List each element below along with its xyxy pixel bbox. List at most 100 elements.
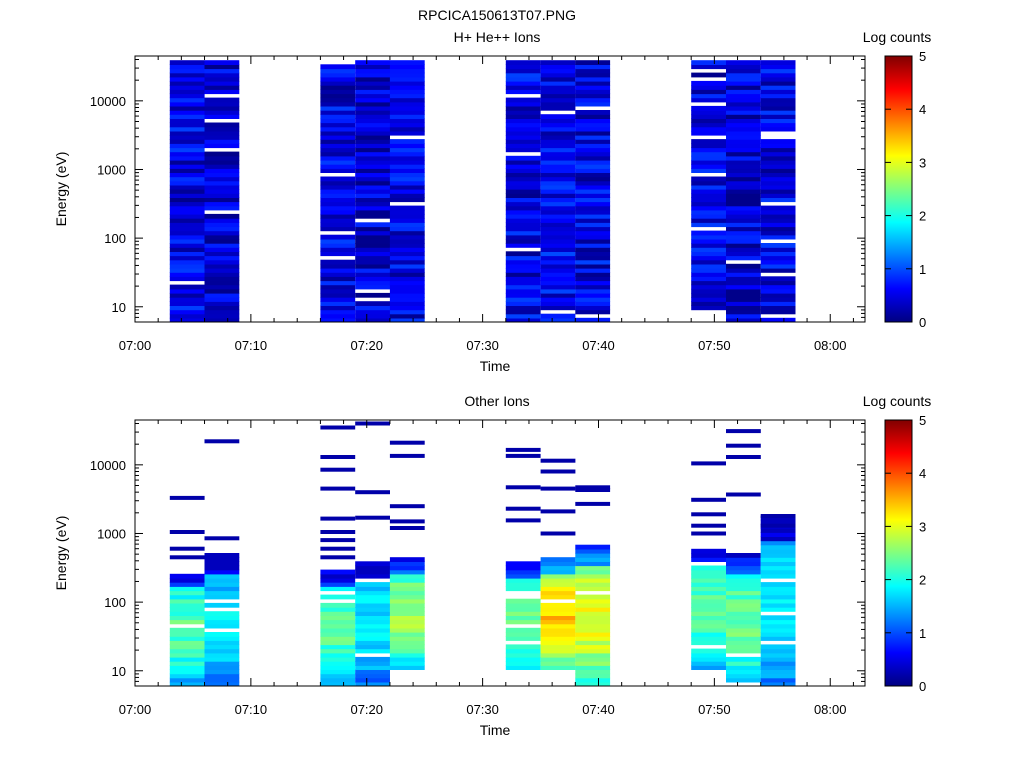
heatmap-cell [575, 548, 611, 554]
heatmap-cell [320, 288, 356, 294]
heatmap-cell [204, 553, 240, 558]
heatmap-cell [204, 640, 240, 646]
heatmap-cell [505, 602, 541, 608]
heatmap-cell [204, 110, 240, 115]
heatmap-cell [320, 184, 356, 190]
heatmap-cell [575, 565, 611, 571]
heatmap-cell [320, 636, 356, 641]
heatmap-cell [204, 180, 240, 186]
heatmap-cell [540, 234, 576, 240]
heatmap-cell [540, 105, 576, 111]
heatmap-cell [505, 656, 541, 662]
heatmap-cell [540, 615, 576, 621]
heatmap-cell [320, 305, 356, 311]
heatmap-cell [726, 130, 761, 136]
heatmap-cell [540, 561, 576, 567]
heatmap-cell [760, 114, 796, 119]
heatmap-cell [540, 193, 576, 198]
heatmap-cell [760, 598, 796, 604]
heatmap-cell [355, 268, 390, 273]
heatmap-cell [389, 143, 425, 149]
heatmap-cell [575, 60, 611, 65]
heatmap-cell [355, 677, 390, 683]
heatmap-cell [505, 164, 541, 169]
heatmap-cell [540, 652, 576, 658]
heatmap-cell [691, 586, 726, 592]
heatmap-cell [389, 247, 425, 252]
heatmap-cell [355, 85, 390, 90]
heatmap-cell [691, 114, 726, 119]
panel2-colorbar: 0 1 2 3 4 5 [884, 413, 926, 694]
heatmap-cell [760, 151, 796, 157]
heatmap-cell [505, 143, 541, 149]
heatmap-cell [540, 313, 576, 319]
heatmap-cell [320, 135, 356, 140]
heatmap-cell [760, 176, 796, 182]
sparse-count-line [540, 469, 576, 474]
heatmap-column [575, 485, 611, 686]
heatmap-cell [760, 213, 796, 219]
heatmap-cell [505, 126, 541, 132]
heatmap-cell [760, 652, 796, 658]
heatmap-cell [505, 213, 541, 219]
colorbar-tick-label: 1 [919, 626, 926, 641]
heatmap-cell [760, 263, 796, 269]
heatmap-cell [540, 164, 576, 169]
heatmap-cell [355, 598, 390, 604]
heatmap-cell [575, 586, 611, 592]
sparse-count-line [320, 425, 356, 430]
heatmap-cell [540, 623, 576, 629]
heatmap-cell [204, 644, 240, 650]
heatmap-cell [169, 168, 205, 173]
heatmap-cell [505, 582, 541, 587]
heatmap-cell [540, 569, 576, 575]
heatmap-cell [760, 234, 796, 240]
heatmap-cell [726, 640, 761, 646]
heatmap-cell [389, 114, 425, 119]
heatmap-cell [204, 276, 240, 282]
heatmap-cell [575, 309, 611, 315]
heatmap-cell [726, 60, 761, 65]
heatmap-cell [505, 122, 541, 128]
heatmap-cell [760, 218, 796, 223]
heatmap-cell [204, 255, 240, 261]
heatmap-cell [540, 155, 576, 161]
heatmap-cell [726, 627, 761, 633]
heatmap-cell [505, 85, 541, 90]
heatmap-cell [540, 72, 576, 78]
heatmap-cell [691, 130, 726, 136]
sparse-count-line [320, 516, 356, 521]
sparse-count-line [760, 514, 796, 518]
heatmap-cell [760, 268, 796, 273]
heatmap-cell [575, 139, 611, 144]
colorbar-tick-label: 4 [919, 466, 926, 481]
heatmap-cell [320, 189, 356, 194]
heatmap-cell [575, 636, 611, 641]
heatmap-cell [204, 193, 240, 198]
heatmap-cell [760, 205, 796, 211]
heatmap-cell [204, 218, 240, 223]
heatmap-cell [726, 636, 761, 641]
heatmap-cell [355, 68, 390, 74]
heatmap-cell [575, 130, 611, 136]
heatmap-cell [575, 85, 611, 90]
heatmap-cell [389, 586, 425, 592]
heatmap-cell [575, 288, 611, 294]
panel2-axes: 07:00 07:10 07:20 07:30 07:40 07:50 08:00 10 100… [90, 420, 865, 717]
heatmap-cell [204, 681, 240, 686]
heatmap-cell [389, 632, 425, 637]
heatmap-cell [355, 151, 390, 157]
heatmap-cell [505, 189, 541, 194]
heatmap-cell [760, 139, 796, 144]
heatmap-cell [169, 89, 205, 95]
heatmap-cell [691, 607, 726, 612]
x-tick-label: 07:30 [466, 702, 499, 717]
heatmap-cell [505, 644, 541, 650]
heatmap-cell [169, 263, 205, 269]
heatmap-cell [726, 180, 761, 186]
heatmap-cell [355, 573, 390, 579]
heatmap-cell [389, 280, 425, 286]
heatmap-cell [575, 582, 611, 587]
heatmap-cell [169, 130, 205, 136]
